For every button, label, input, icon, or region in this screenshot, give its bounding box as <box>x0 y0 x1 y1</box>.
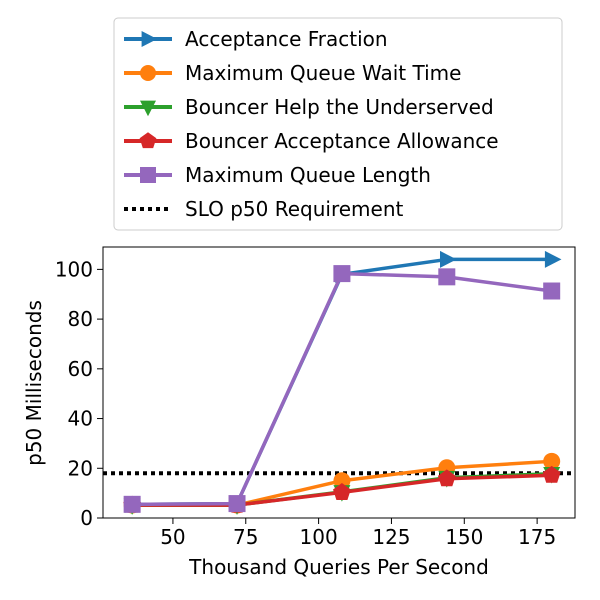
legend-box <box>113 17 563 231</box>
legend-label: Bouncer Help the Underserved <box>185 95 494 119</box>
legend-marker <box>140 100 156 117</box>
y-axis-label: p50 Milliseconds <box>22 300 46 466</box>
x-tick-label: 175 <box>518 525 556 549</box>
x-tick-label: 125 <box>372 525 410 549</box>
y-tick-label: 40 <box>68 407 93 431</box>
data-point <box>544 250 562 268</box>
legend-label: Acceptance Fraction <box>185 27 388 51</box>
legend-entry: Acceptance Fraction <box>124 27 388 51</box>
legend-label: Maximum Queue Wait Time <box>185 61 461 85</box>
data-point <box>228 495 246 513</box>
data-point <box>333 265 351 283</box>
series-line <box>132 271 552 507</box>
data-point <box>543 452 561 470</box>
series <box>123 265 561 513</box>
legend-entry: Bouncer Help the Underserved <box>124 95 494 119</box>
data-point <box>438 268 456 286</box>
legend-entry: SLO p50 Requirement <box>124 197 404 221</box>
legend-entry: Maximum Queue Wait Time <box>124 61 461 85</box>
legend-label: SLO p50 Requirement <box>185 197 404 221</box>
x-tick-label: 50 <box>160 525 185 549</box>
y-tick-label: 80 <box>68 307 93 331</box>
axes-frame <box>102 246 576 519</box>
legend-entry: Bouncer Acceptance Allowance <box>124 129 499 153</box>
legend-marker <box>141 31 158 47</box>
plot-area: 50 75 100 125 150 175 0 20 40 60 80 100 <box>55 246 576 549</box>
legend-marker <box>140 167 156 183</box>
data-point <box>333 483 351 500</box>
data-point <box>123 495 141 513</box>
legend-label: Bouncer Acceptance Allowance <box>185 129 499 153</box>
data-point <box>437 469 456 487</box>
legend: Acceptance Fraction Maximum Queue Wait Ti… <box>113 17 563 231</box>
data-point <box>543 282 561 300</box>
legend-marker <box>139 132 157 149</box>
legend-label: Maximum Queue Length <box>185 163 431 187</box>
x-tick-label: 100 <box>300 525 338 549</box>
y-tick-label: 60 <box>68 357 93 381</box>
legend-marker <box>140 65 156 81</box>
x-tick-label: 150 <box>445 525 483 549</box>
data-point <box>333 472 351 490</box>
data-point <box>542 465 561 483</box>
legend-entry: Maximum Queue Length <box>124 163 431 187</box>
data-point <box>440 250 457 268</box>
x-axis-label: Thousand Queries Per Second <box>188 555 489 579</box>
y-tick-label: 0 <box>80 506 93 530</box>
series-line <box>132 257 552 507</box>
y-tick-label: 20 <box>68 456 93 480</box>
y-tick-label: 100 <box>55 257 93 281</box>
x-tick-label: 75 <box>233 525 258 549</box>
